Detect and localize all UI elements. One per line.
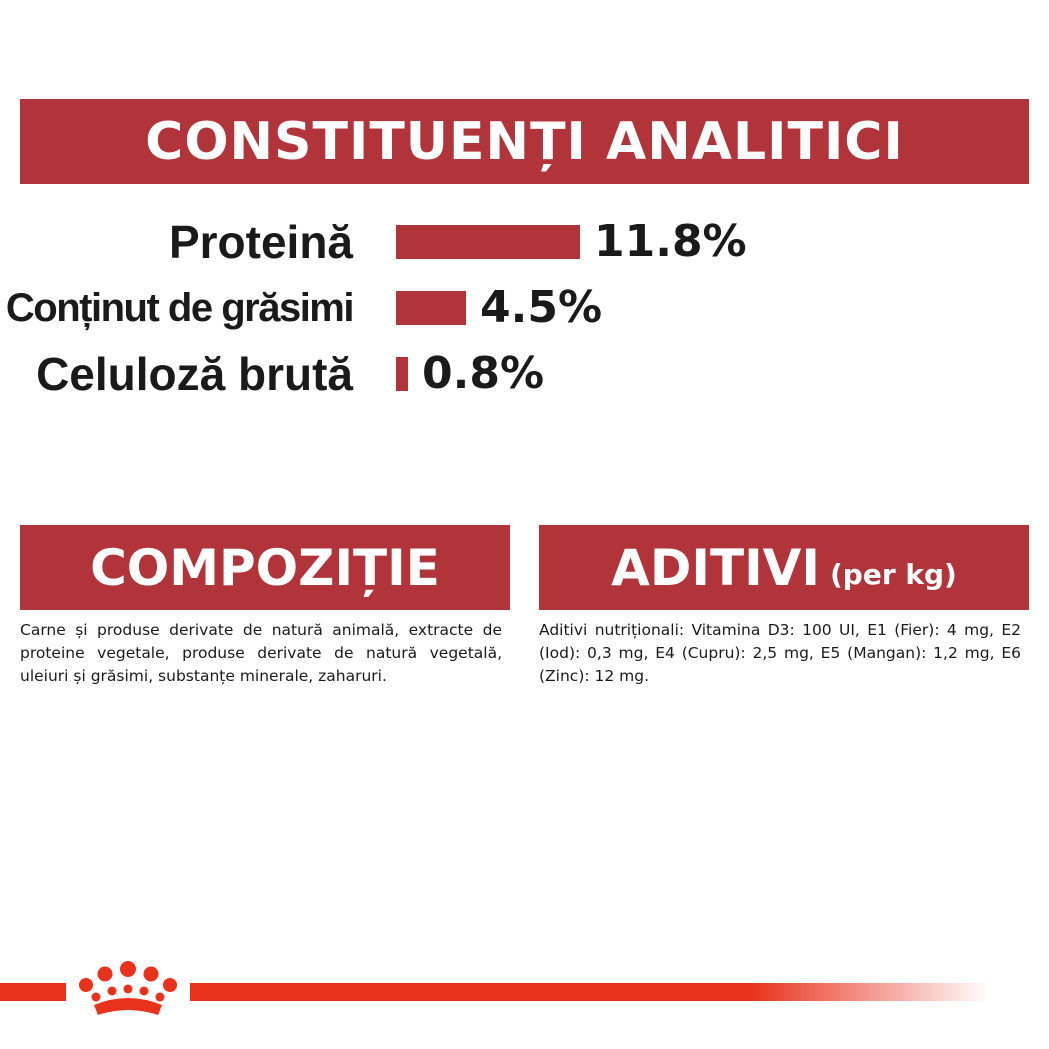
analytic-bar	[396, 357, 408, 391]
analytic-bar	[396, 225, 580, 259]
additives-text: Aditivi nutriționali: Vitamina D3: 100 U…	[539, 621, 1021, 685]
analytic-bar	[396, 291, 466, 325]
analytic-row-fat: Conținut de grăsimi 4.5%	[0, 278, 1049, 338]
composition-title: COMPOZIȚIE	[90, 538, 440, 597]
analytic-label: Proteină	[168, 216, 353, 268]
analytic-value: 0.8%	[422, 348, 545, 399]
additives-title: ADITIVI	[611, 538, 820, 597]
composition-text: Carne și produse derivate de natură anim…	[20, 621, 502, 685]
analytic-value: 4.5%	[480, 282, 603, 333]
analytic-row-protein: Proteină 11.8%	[0, 212, 1049, 272]
additives-title-suffix: (per kg)	[829, 558, 957, 591]
analytic-value: 11.8%	[594, 216, 747, 267]
footer-line-left	[0, 983, 66, 1001]
footer-line-right	[190, 983, 990, 1001]
analytic-row-fibre: Celuloză brută 0.8%	[0, 344, 1049, 404]
analytic-label: Celuloză brută	[36, 348, 353, 400]
analytic-banner: CONSTITUENȚI ANALITICI	[20, 99, 1029, 184]
crown-logo-icon	[79, 961, 177, 1015]
additives-banner: ADITIVI (per kg)	[539, 525, 1029, 610]
composition-banner: COMPOZIȚIE	[20, 525, 510, 610]
analytic-label: Conținut de grăsimi	[5, 286, 355, 330]
analytic-title: CONSTITUENȚI ANALITICI	[145, 111, 904, 172]
